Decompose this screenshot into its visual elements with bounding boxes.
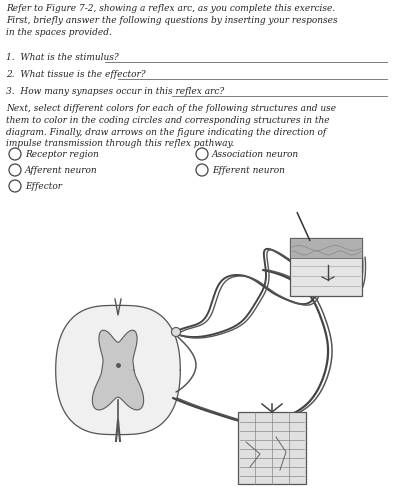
Polygon shape <box>56 306 181 434</box>
Bar <box>290 238 362 296</box>
Text: Next, select different colors for each of the following structures and use
them : Next, select different colors for each o… <box>6 104 336 148</box>
Bar <box>290 238 362 258</box>
Text: Association neuron: Association neuron <box>212 150 299 159</box>
Text: 1.  What is the stimulus?: 1. What is the stimulus? <box>6 53 119 62</box>
Text: 3.  How many synapses occur in this reflex arc?: 3. How many synapses occur in this refle… <box>6 87 224 96</box>
Bar <box>238 412 306 484</box>
Polygon shape <box>92 330 144 410</box>
Circle shape <box>171 328 181 336</box>
Text: Efferent neuron: Efferent neuron <box>212 166 285 175</box>
Text: 2.  What tissue is the effector?: 2. What tissue is the effector? <box>6 70 146 79</box>
Text: Effector: Effector <box>25 182 62 191</box>
Text: Receptor region: Receptor region <box>25 150 99 159</box>
Text: Afferent neuron: Afferent neuron <box>25 166 98 175</box>
Text: Refer to Figure 7-2, showing a reflex arc, as you complete this exercise.
First,: Refer to Figure 7-2, showing a reflex ar… <box>6 4 338 36</box>
